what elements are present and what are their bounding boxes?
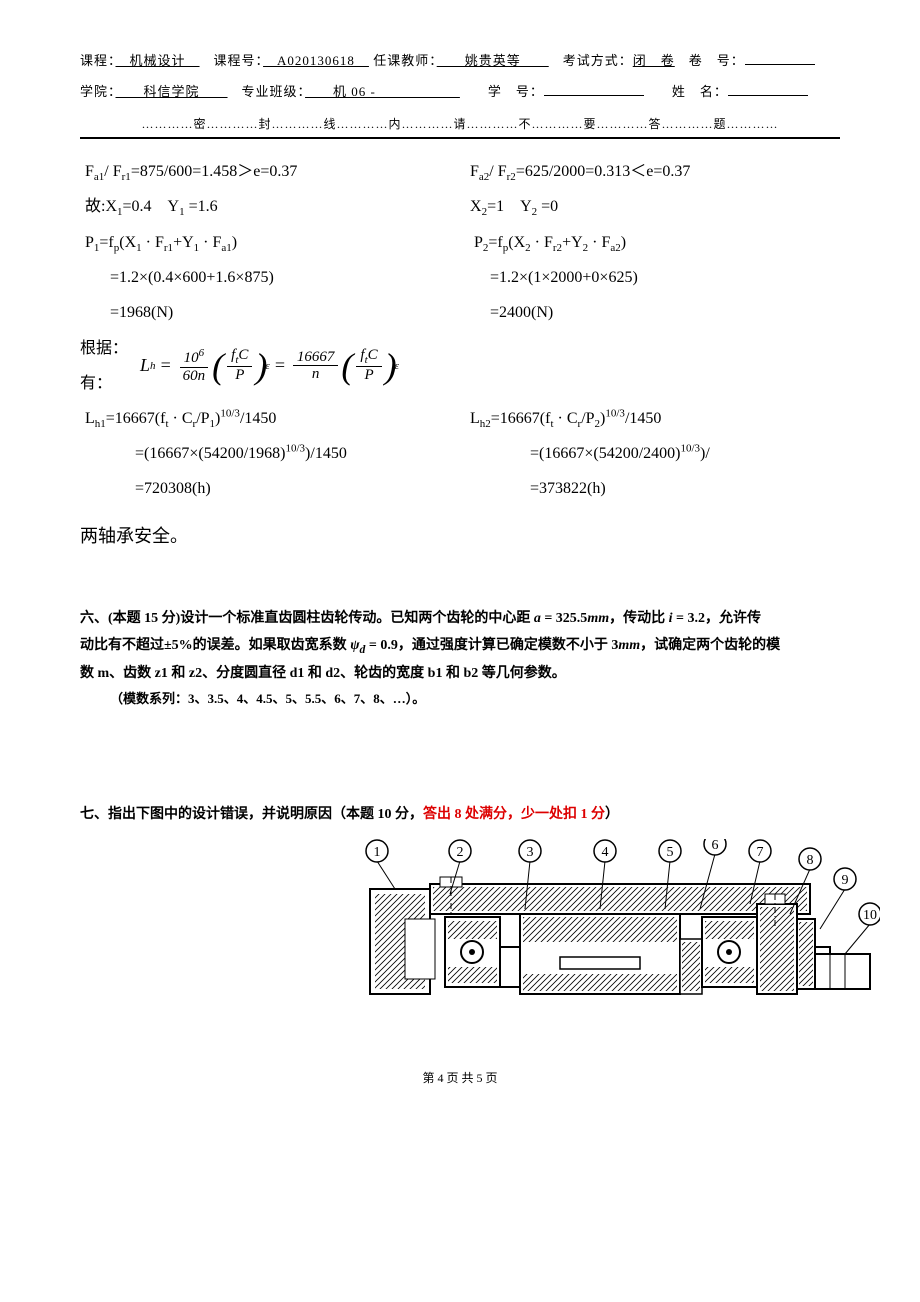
- lh1-calc: =(16667×(54200/1968)10/3)/1450: [135, 445, 347, 462]
- q7-line1b: 答出 8 处满分，少一处扣 1 分: [423, 807, 605, 822]
- lh-formula: Lh = 106 60n ( ftC P )ε = 16667 n (: [140, 346, 399, 386]
- page-footer: 第 4 页 共 5 页: [80, 1069, 840, 1086]
- q7-line1c: ）: [605, 807, 619, 822]
- teacher: 姚贵英等: [437, 53, 549, 68]
- course-no-label: 课程号：: [200, 53, 264, 68]
- svg-text:7: 7: [757, 845, 764, 860]
- p2-eq: P2=fp(X2 · Fr2+Y2 · Fa2): [470, 234, 626, 251]
- name-label: 姓 名：: [644, 84, 728, 99]
- college-label: 学院：: [80, 84, 116, 99]
- lh2-result: =373822(h): [530, 480, 606, 497]
- conclusion: 两轴承安全。: [80, 517, 840, 557]
- figure-labels-svg: 1 2 3 4 5 6 7 8 9 10: [350, 839, 880, 1039]
- svg-text:4: 4: [602, 845, 609, 860]
- fa1-fr1: Fa1/ Fr1=875/600=1.458＞e=0.37: [85, 163, 297, 180]
- p1-calc: =1.2×(0.4×600+1.6×875): [110, 269, 274, 286]
- lh1-eq: Lh1=16667(ft · Cr/P1)10/3/1450: [85, 410, 276, 427]
- svg-text:1: 1: [374, 845, 381, 860]
- svg-text:10: 10: [863, 908, 877, 923]
- q7-line1a: 七、指出下图中的设计错误，并说明原因（本题 10 分，: [80, 807, 423, 822]
- q6-note: （模数系列：3、3.5、4、4.5、5、5.5、6、7、8、…）。: [80, 687, 840, 712]
- q6-line2: 动比有不超过±5%的误差。如果取齿宽系数 ψd = 0.9，通过强度计算已确定模…: [80, 633, 840, 661]
- x2y2: X2=1 Y2 =0: [470, 198, 558, 215]
- seal-line: …………密…………封…………线…………内…………请…………不…………要…………答…: [80, 115, 840, 132]
- lh1-result: =720308(h): [135, 480, 211, 497]
- course: 机械设计: [116, 53, 200, 68]
- p2-calc: =1.2×(1×2000+0×625): [490, 269, 638, 286]
- teacher-label: 任课教师：: [369, 53, 437, 68]
- p2-result: =2400(N): [490, 304, 553, 321]
- question-6: 六、(本题 15 分)设计一个标准直齿圆柱齿轮传动。已知两个齿轮的中心距 a =…: [80, 606, 840, 712]
- q6-line1: 六、(本题 15 分)设计一个标准直齿圆柱齿轮传动。已知两个齿轮的中心距 a =…: [80, 606, 840, 633]
- exam-label: 考试方式：: [549, 53, 633, 68]
- class-label: 专业班级：: [228, 84, 306, 99]
- question-7: 七、指出下图中的设计错误，并说明原因（本题 10 分，答出 8 处满分，少一处扣…: [80, 802, 840, 829]
- college: 科信学院: [116, 84, 228, 99]
- lh2-calc: =(16667×(54200/2400)10/3)/: [530, 445, 710, 462]
- p1-result: =1968(N): [110, 304, 173, 321]
- svg-text:5: 5: [667, 845, 674, 860]
- exam-type: 闭 卷: [633, 53, 675, 68]
- header-line-1: 课程： 机械设计 课程号： A020130618 任课教师： 姚贵英等 考试方式…: [80, 50, 840, 69]
- name-blank: [728, 95, 808, 96]
- course-no: A020130618: [263, 53, 369, 68]
- fa2-fr2: Fa2/ Fr2=625/2000=0.313＜e=0.37: [470, 163, 690, 180]
- content-block: Fa1/ Fr1=875/600=1.458＞e=0.37 Fa2/ Fr2=6…: [80, 154, 840, 556]
- svg-text:3: 3: [527, 845, 534, 860]
- has-label: 有：: [80, 366, 140, 401]
- volume-label: 卷 号：: [675, 53, 745, 68]
- basis-label: 根据：: [80, 331, 140, 366]
- class: 机 06 -: [305, 84, 460, 99]
- header-line-2: 学院： 科信学院 专业班级： 机 06 - 学 号： 姓 名：: [80, 81, 840, 100]
- course-label: 课程：: [80, 53, 116, 68]
- svg-text:2: 2: [457, 845, 464, 860]
- id-blank: [544, 95, 644, 96]
- volume-blank: [745, 64, 815, 65]
- lh2-eq: Lh2=16667(ft · Cr/P2)10/3/1450: [470, 410, 661, 427]
- divider: [80, 137, 840, 139]
- svg-text:8: 8: [807, 853, 814, 868]
- svg-text:9: 9: [842, 873, 849, 888]
- x1y1: 故:X1=0.4 Y1 =1.6: [85, 198, 218, 215]
- p1-eq: P1=fp(X1 · Fr1+Y1 · Fa1): [85, 234, 237, 251]
- id-label: 学 号：: [460, 84, 544, 99]
- q6-line3: 数 m、齿数 z1 和 z2、分度圆直径 d1 和 d2、轮齿的宽度 b1 和 …: [80, 661, 840, 688]
- svg-text:6: 6: [712, 839, 719, 853]
- engineering-figure: 1 2 3 4 5 6 7 8 9 10: [350, 839, 880, 1039]
